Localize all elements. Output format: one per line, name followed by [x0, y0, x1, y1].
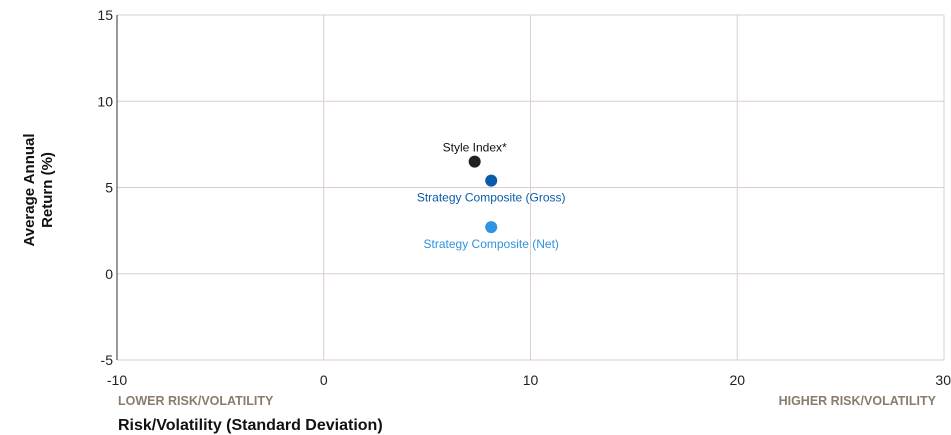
y-tick-label: 5 — [105, 180, 113, 196]
grid — [116, 14, 945, 361]
x-axis-label: Risk/Volatility (Standard Deviation) — [118, 417, 383, 434]
y-tick-label: 0 — [105, 266, 113, 282]
x-tick-label: 0 — [320, 372, 328, 388]
y-tick-label: 15 — [97, 7, 113, 23]
y-axis-ticks: -5 0 5 10 15 — [97, 7, 113, 368]
data-point — [485, 221, 498, 234]
data-point-label: Strategy Composite (Net) — [424, 237, 559, 251]
data-points: Style Index* Strategy Composite (Gross) St… — [417, 141, 566, 252]
data-point — [468, 155, 481, 168]
axis-hint-higher-risk: HIGHER RISK/VOLATILITY — [779, 394, 937, 408]
data-point-label: Style Index* — [443, 141, 507, 155]
x-tick-label: -10 — [107, 372, 127, 388]
x-axis-ticks: -10 0 10 20 30 — [107, 372, 951, 388]
x-tick-label: 20 — [729, 372, 745, 388]
axis-hint-lower-risk: LOWER RISK/VOLATILITY — [118, 394, 274, 408]
y-axis-label: Average Annual Return (%) — [21, 133, 56, 246]
y-axis-label-line: Average Annual — [21, 133, 38, 246]
data-point — [485, 174, 498, 187]
y-tick-label: 10 — [97, 93, 113, 109]
data-point-label: Strategy Composite (Gross) — [417, 191, 566, 205]
y-axis-label-line: Return (%) — [39, 152, 56, 228]
x-tick-label: 10 — [523, 372, 539, 388]
x-tick-label: 30 — [935, 372, 951, 388]
y-tick-label: -5 — [101, 352, 114, 368]
